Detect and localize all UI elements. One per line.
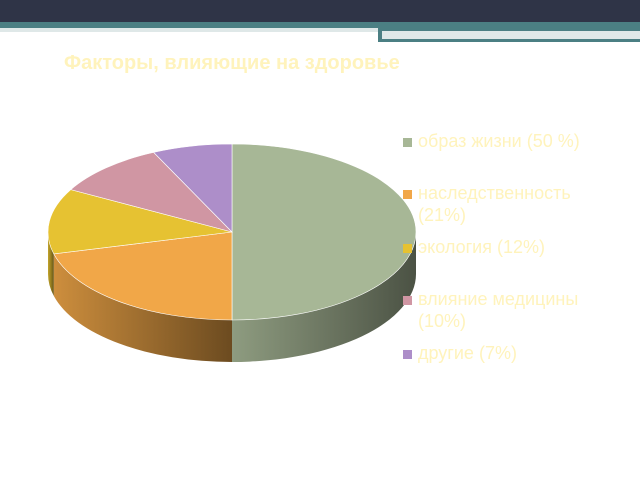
legend-swatch xyxy=(403,350,412,359)
pie-slice-0 xyxy=(231,143,417,321)
slide-title: Факторы, влияющие на здоровье xyxy=(64,52,400,74)
legend-item: экология (12%) xyxy=(403,236,618,258)
legend-swatch xyxy=(403,138,412,147)
pie-side-1 xyxy=(53,253,232,362)
legend-item: наследственность (21%) xyxy=(403,182,618,226)
legend-label: экология (12%) xyxy=(418,237,545,257)
header-tab-accent-inner xyxy=(382,31,640,39)
header-band xyxy=(0,0,640,22)
pie-slice-1 xyxy=(53,231,233,321)
pie-side-2 xyxy=(48,232,54,296)
legend-swatch xyxy=(403,190,412,199)
pie-slice-3 xyxy=(70,152,233,233)
legend-item: другие (7%) xyxy=(403,342,618,364)
pie-slice-2 xyxy=(47,189,233,255)
legend-label: влияние медицины (10%) xyxy=(418,289,579,331)
legend-label: другие (7%) xyxy=(418,343,517,363)
legend-swatch xyxy=(403,244,412,253)
legend-label: образ жизни (50 %) xyxy=(418,131,580,151)
header-stripe xyxy=(0,22,640,28)
legend-item: влияние медицины (10%) xyxy=(403,288,618,332)
pie-side-0 xyxy=(232,232,416,362)
legend-swatch xyxy=(403,296,412,305)
header-light-stripe xyxy=(0,28,640,32)
legend-label: наследственность (21%) xyxy=(418,183,571,225)
pie-slice-4 xyxy=(153,143,233,233)
legend-item: образ жизни (50 %) xyxy=(403,130,618,152)
